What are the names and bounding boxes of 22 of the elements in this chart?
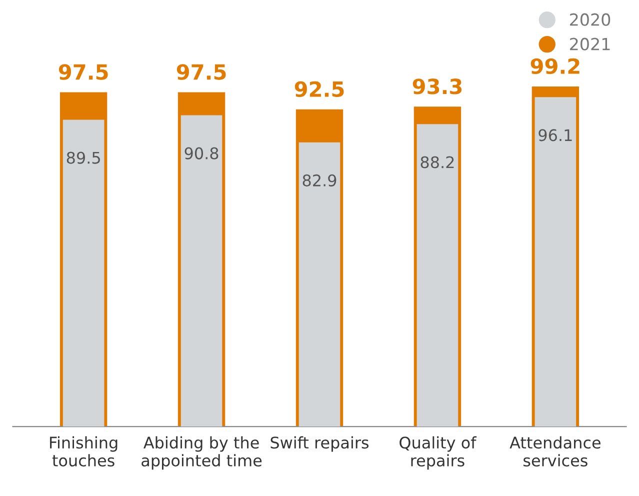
x-tick-label: Finishing touches bbox=[50, 436, 118, 467]
data-label: 82.9 bbox=[302, 174, 336, 186]
bar bbox=[534, 97, 576, 427]
bar bbox=[62, 120, 104, 427]
bar bbox=[298, 142, 340, 427]
data-label: 92.5 bbox=[294, 81, 344, 98]
data-label: 96.1 bbox=[538, 129, 572, 142]
data-label: 89.5 bbox=[66, 152, 100, 164]
data-label: 97.5 bbox=[58, 64, 108, 80]
x-tick-label: Attendance services bbox=[510, 436, 600, 467]
data-label: 88.2 bbox=[420, 156, 454, 168]
legend-label: 2020 bbox=[570, 13, 610, 26]
bar bbox=[416, 124, 458, 427]
data-label: 93.3 bbox=[412, 78, 462, 94]
x-tick-label: Swift repairs bbox=[270, 436, 369, 452]
data-label: 99.2 bbox=[530, 58, 580, 74]
x-tick-label: Abiding by the appointed time bbox=[142, 436, 262, 470]
bar bbox=[180, 115, 222, 427]
legend-label: 2021 bbox=[570, 38, 610, 50]
data-label: 90.8 bbox=[184, 147, 218, 160]
data-label: 97.5 bbox=[176, 64, 226, 80]
x-tick-label: Quality of repairs bbox=[400, 436, 477, 470]
